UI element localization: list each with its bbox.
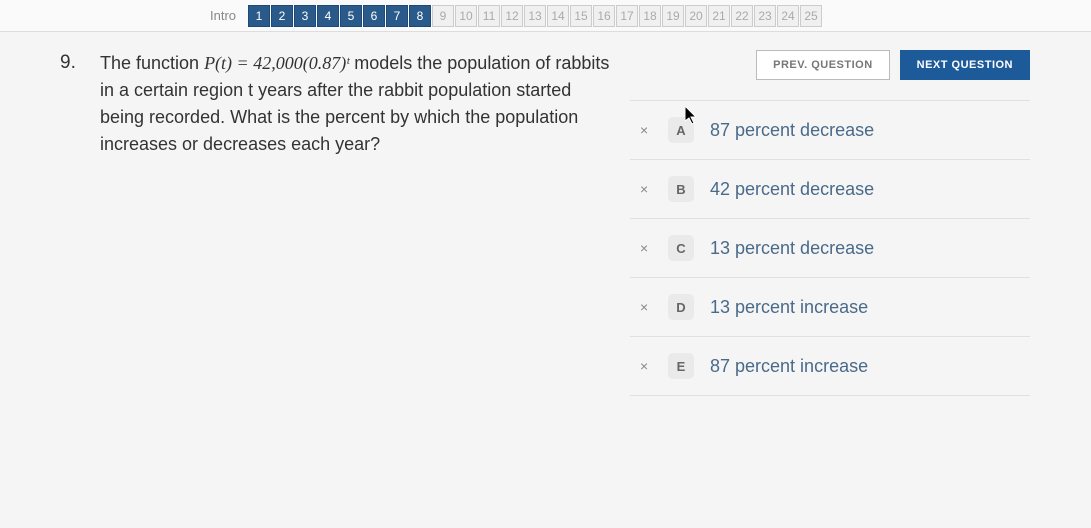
nav-item-17[interactable]: 17 [616, 5, 638, 27]
nav-items-container: 1234567891011121314151617181920212223242… [248, 5, 822, 27]
eliminate-mark-icon[interactable]: × [640, 299, 658, 315]
answer-option-e[interactable]: × E 87 percent increase [630, 337, 1030, 396]
answer-text: 87 percent decrease [710, 120, 874, 141]
answer-option-a[interactable]: × A 87 percent decrease [630, 100, 1030, 160]
nav-item-8[interactable]: 8 [409, 5, 431, 27]
prev-question-button[interactable]: PREV. QUESTION [756, 50, 890, 80]
nav-item-1[interactable]: 1 [248, 5, 270, 27]
answer-text: 13 percent increase [710, 297, 868, 318]
nav-item-2[interactable]: 2 [271, 5, 293, 27]
nav-item-4[interactable]: 4 [317, 5, 339, 27]
answer-list: × A 87 percent decrease × B 42 percent decrea… [630, 100, 1030, 396]
answer-text: 87 percent increase [710, 356, 868, 377]
answer-option-d[interactable]: × D 13 percent increase [630, 278, 1030, 337]
answer-nav-buttons: PREV. QUESTION NEXT QUESTION [630, 50, 1030, 80]
nav-item-23[interactable]: 23 [754, 5, 776, 27]
next-question-button[interactable]: NEXT QUESTION [900, 50, 1030, 80]
question-formula: P(t) = 42,000(0.87)ᵗ [204, 53, 349, 73]
question-nav-bar: Intro 1234567891011121314151617181920212… [0, 0, 1091, 32]
nav-item-9[interactable]: 9 [432, 5, 454, 27]
question-prefix: The function [100, 53, 204, 73]
nav-item-10[interactable]: 10 [455, 5, 477, 27]
nav-item-12[interactable]: 12 [501, 5, 523, 27]
nav-item-19[interactable]: 19 [662, 5, 684, 27]
nav-item-22[interactable]: 22 [731, 5, 753, 27]
answer-text: 42 percent decrease [710, 179, 874, 200]
nav-item-20[interactable]: 20 [685, 5, 707, 27]
nav-item-25[interactable]: 25 [800, 5, 822, 27]
nav-item-11[interactable]: 11 [478, 5, 500, 27]
nav-item-15[interactable]: 15 [570, 5, 592, 27]
nav-item-3[interactable]: 3 [294, 5, 316, 27]
nav-item-16[interactable]: 16 [593, 5, 615, 27]
content-area: 9. The function P(t) = 42,000(0.87)ᵗ mod… [0, 32, 1091, 406]
eliminate-mark-icon[interactable]: × [640, 181, 658, 197]
answer-letter-badge: D [668, 294, 694, 320]
answer-letter-badge: B [668, 176, 694, 202]
nav-item-24[interactable]: 24 [777, 5, 799, 27]
nav-item-6[interactable]: 6 [363, 5, 385, 27]
nav-item-13[interactable]: 13 [524, 5, 546, 27]
nav-item-5[interactable]: 5 [340, 5, 362, 27]
answer-text: 13 percent decrease [710, 238, 874, 259]
nav-item-18[interactable]: 18 [639, 5, 661, 27]
nav-item-14[interactable]: 14 [547, 5, 569, 27]
eliminate-mark-icon[interactable]: × [640, 240, 658, 256]
answer-letter-badge: A [668, 117, 694, 143]
answer-option-b[interactable]: × B 42 percent decrease [630, 160, 1030, 219]
nav-intro-button[interactable]: Intro [200, 4, 246, 27]
answer-option-c[interactable]: × C 13 percent decrease [630, 219, 1030, 278]
question-text: The function P(t) = 42,000(0.87)ᵗ models… [100, 50, 620, 396]
question-number: 9. [60, 50, 100, 396]
eliminate-mark-icon[interactable]: × [640, 358, 658, 374]
eliminate-mark-icon[interactable]: × [640, 122, 658, 138]
answer-letter-badge: E [668, 353, 694, 379]
nav-item-21[interactable]: 21 [708, 5, 730, 27]
answer-letter-badge: C [668, 235, 694, 261]
nav-item-7[interactable]: 7 [386, 5, 408, 27]
answers-panel: PREV. QUESTION NEXT QUESTION × A 87 percen… [620, 50, 1040, 396]
